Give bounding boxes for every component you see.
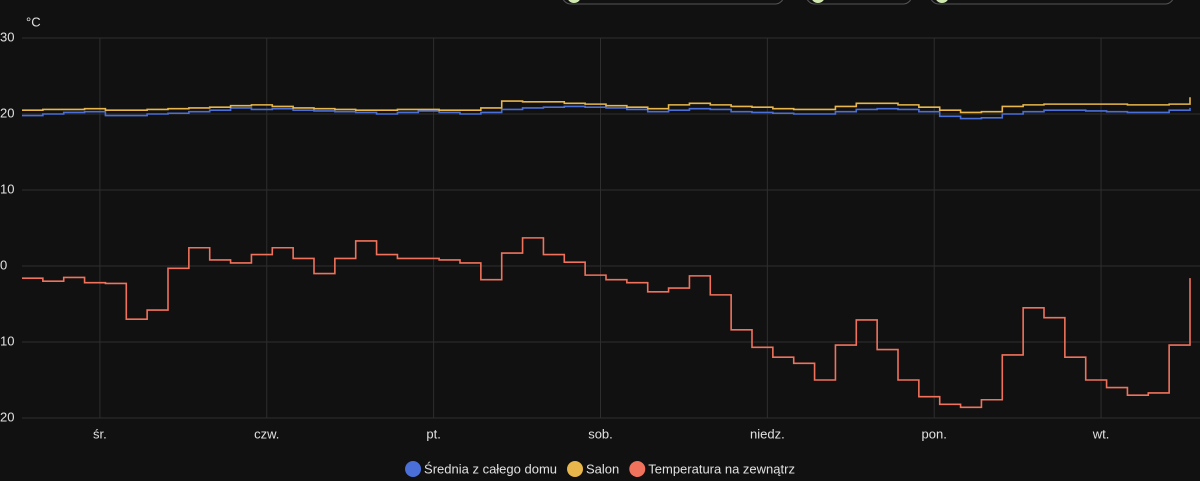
y-tick-label: 20 <box>0 409 14 424</box>
y-tick-label: 0 <box>0 257 7 272</box>
legend-marker <box>629 461 646 477</box>
x-tick-label: pon. <box>922 426 947 441</box>
y-tick-label: 10 <box>0 333 14 348</box>
pill[interactable] <box>562 0 784 5</box>
pill-icon <box>812 0 824 3</box>
x-tick-label: niedz. <box>750 426 785 441</box>
legend-marker <box>567 461 584 477</box>
x-tick-label: wt. <box>1092 426 1110 441</box>
series-line <box>22 97 1191 114</box>
legend-marker <box>405 461 422 477</box>
legend-label: Średnia z całego domu <box>424 461 557 476</box>
x-tick-label: pt. <box>426 426 440 441</box>
pill[interactable] <box>930 0 1174 5</box>
y-tick-label: 10 <box>0 181 14 196</box>
toolbar-pills <box>562 0 1174 5</box>
x-tick-label: śr. <box>93 426 107 441</box>
y-axis-unit: °C <box>26 14 41 29</box>
pill-icon <box>936 0 948 3</box>
pill-icon <box>568 0 580 3</box>
series-line <box>22 105 1191 120</box>
x-tick-label: sob. <box>588 426 613 441</box>
x-tick-label: czw. <box>254 426 279 441</box>
pill[interactable] <box>806 0 912 5</box>
y-tick-label: 30 <box>0 29 14 44</box>
legend-label: Temperatura na zewnątrz <box>648 461 795 476</box>
series-line <box>22 237 1191 409</box>
legend-label: Salon <box>586 461 619 476</box>
y-tick-label: 20 <box>0 105 14 120</box>
